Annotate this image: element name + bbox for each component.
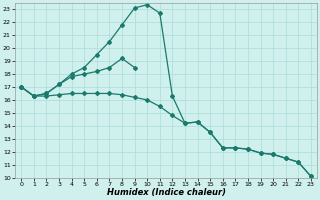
X-axis label: Humidex (Indice chaleur): Humidex (Indice chaleur) xyxy=(107,188,226,197)
